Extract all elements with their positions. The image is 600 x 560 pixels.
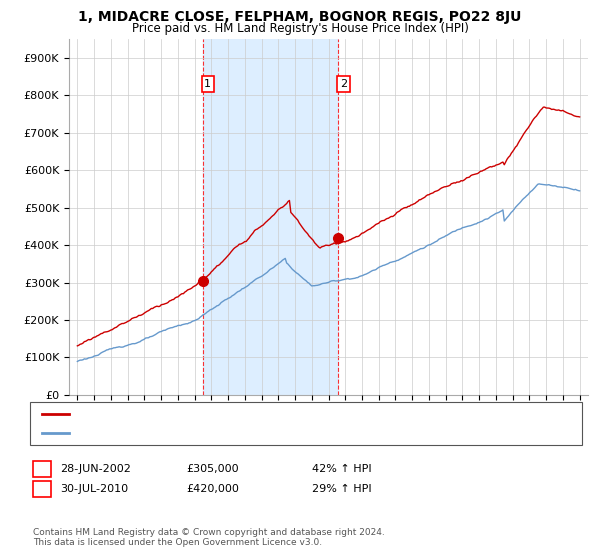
Text: HPI: Average price, detached house, Arun: HPI: Average price, detached house, Arun xyxy=(73,428,291,438)
Bar xyxy=(203,39,338,395)
Text: 28-JUN-2002: 28-JUN-2002 xyxy=(60,464,131,474)
Text: 29% ↑ HPI: 29% ↑ HPI xyxy=(312,484,371,494)
Text: £420,000: £420,000 xyxy=(186,484,239,494)
Text: 1, MIDACRE CLOSE, FELPHAM, BOGNOR REGIS, PO22 8JU: 1, MIDACRE CLOSE, FELPHAM, BOGNOR REGIS,… xyxy=(79,10,521,24)
Text: Price paid vs. HM Land Registry's House Price Index (HPI): Price paid vs. HM Land Registry's House … xyxy=(131,22,469,35)
Text: 2: 2 xyxy=(340,79,347,89)
Text: 42% ↑ HPI: 42% ↑ HPI xyxy=(312,464,371,474)
Text: 1, MIDACRE CLOSE, FELPHAM, BOGNOR REGIS, PO22 8JU (detached house): 1, MIDACRE CLOSE, FELPHAM, BOGNOR REGIS,… xyxy=(73,409,464,419)
Text: Contains HM Land Registry data © Crown copyright and database right 2024.
This d: Contains HM Land Registry data © Crown c… xyxy=(33,528,385,547)
Text: 30-JUL-2010: 30-JUL-2010 xyxy=(60,484,128,494)
Text: 1: 1 xyxy=(204,79,211,89)
Text: 1: 1 xyxy=(38,464,46,474)
Text: £305,000: £305,000 xyxy=(186,464,239,474)
Text: 2: 2 xyxy=(38,484,46,494)
